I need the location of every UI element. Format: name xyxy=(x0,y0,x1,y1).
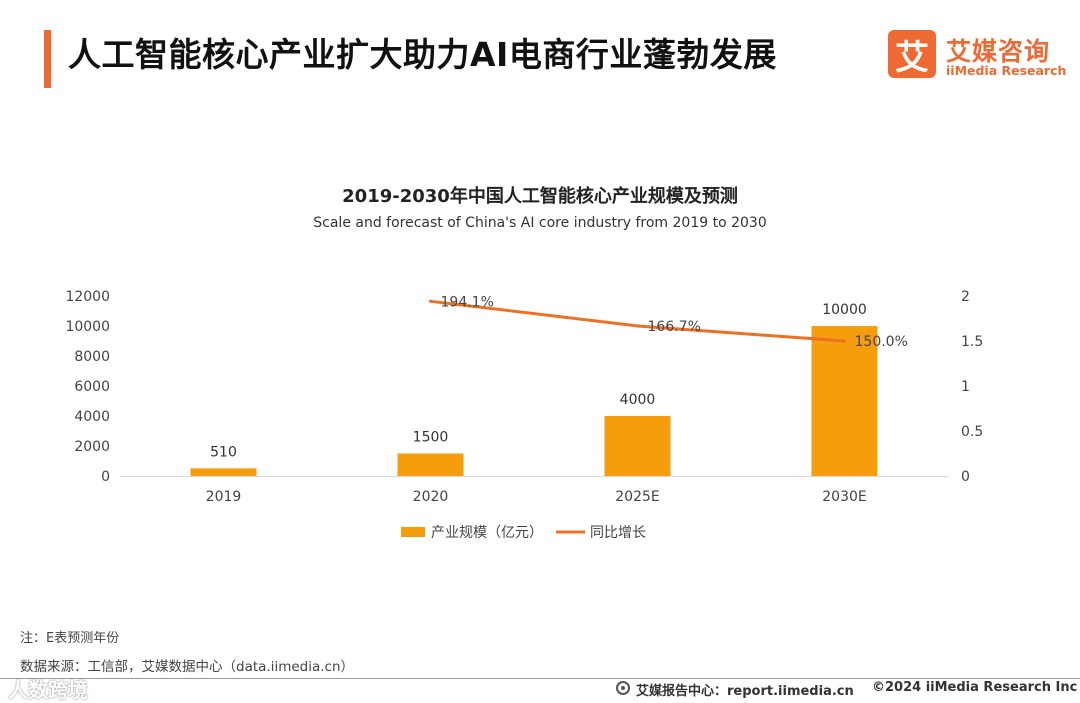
logo-name-en: iiMedia Research xyxy=(946,63,1067,78)
footer-report-link[interactable]: 艾媒报告中心：report.iimedia.cn xyxy=(636,684,854,699)
right-axis-tick-label: 1 xyxy=(961,379,970,395)
watermark-text: 人数跨境 xyxy=(8,678,88,702)
bar-value-label: 4000 xyxy=(620,392,656,408)
left-axis-tick-label: 4000 xyxy=(74,409,110,425)
data-source: 数据来源：工信部，艾媒数据中心（data.iimedia.cn） xyxy=(20,659,355,675)
left-axis-tick-label: 8000 xyxy=(74,349,110,365)
bar-2020 xyxy=(397,453,464,476)
page-title: 人工智能核心产业扩大助力AI电商行业蓬勃发展 xyxy=(68,35,777,74)
growth-value-label: 166.7% xyxy=(648,319,701,335)
right-axis-tick-label: 1.5 xyxy=(961,334,983,350)
footer-copyright: ©2024 iiMedia Research Inc xyxy=(872,680,1078,695)
legend-line-label: 同比增长 xyxy=(590,525,646,541)
bar-2030e xyxy=(811,326,878,476)
bar-2019 xyxy=(190,468,257,476)
left-axis-tick-label: 12000 xyxy=(65,289,110,305)
chart-title: 2019-2030年中国人工智能核心产业规模及预测 xyxy=(342,186,738,207)
right-axis-tick-label: 0 xyxy=(961,469,970,485)
legend-bar-label: 产业规模（亿元） xyxy=(431,525,543,541)
brand-logo: 艾 艾媒咨询 iiMedia Research xyxy=(888,30,1067,80)
bar-value-label: 510 xyxy=(210,444,237,460)
bar-2025e xyxy=(604,416,671,476)
x-axis-tick-label: 2019 xyxy=(206,489,242,505)
growth-point xyxy=(843,339,846,343)
chart-subtitle: Scale and forecast of China's AI core in… xyxy=(313,215,767,231)
growth-point xyxy=(429,299,432,303)
bar-value-label: 1500 xyxy=(413,430,449,446)
title-accent-bar xyxy=(44,30,51,88)
left-axis-tick-label: 0 xyxy=(101,469,110,485)
legend-bar-swatch xyxy=(401,527,425,537)
x-axis-tick-label: 2020 xyxy=(413,489,449,505)
left-axis-tick-label: 6000 xyxy=(74,379,110,395)
left-axis-tick-label: 2000 xyxy=(74,439,110,455)
logo-mark-icon: 艾 xyxy=(888,30,936,78)
footer-divider xyxy=(0,678,1080,679)
growth-value-label: 194.1% xyxy=(441,294,494,310)
right-axis-tick-label: 2 xyxy=(961,289,970,305)
right-axis-tick-label: 0.5 xyxy=(961,424,983,440)
x-axis-tick-label: 2030E xyxy=(822,489,866,505)
left-axis-tick-label: 10000 xyxy=(65,319,110,335)
x-axis-tick-label: 2025E xyxy=(615,489,659,505)
growth-value-label: 150.0% xyxy=(855,334,908,350)
growth-point xyxy=(636,324,639,328)
chart-note: 注：E表预测年份 xyxy=(20,631,120,646)
bar-value-label: 10000 xyxy=(822,302,867,318)
logo-name-cn: 艾媒咨询 xyxy=(946,37,1051,66)
report-center-icon xyxy=(616,681,630,695)
